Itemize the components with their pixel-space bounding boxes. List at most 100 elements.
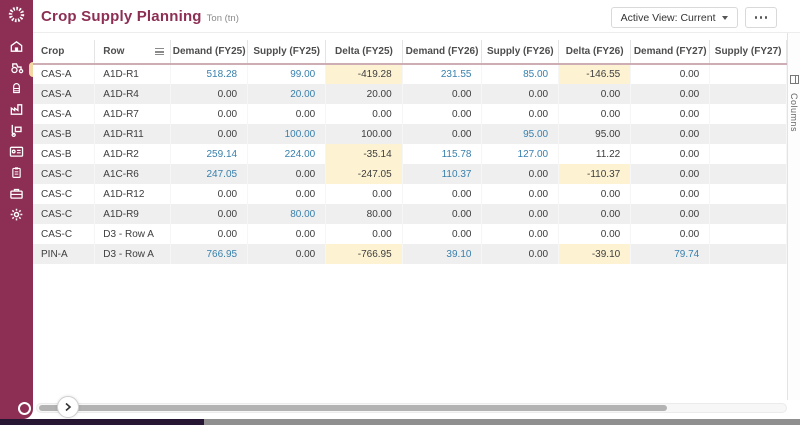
cell-s25[interactable]: 20.00 xyxy=(247,84,326,104)
cell-s25[interactable]: 0.00 xyxy=(247,164,326,184)
cell-s26[interactable]: 85.00 xyxy=(482,64,559,84)
cell-dl26[interactable]: 0.00 xyxy=(559,104,631,124)
cell-row[interactable]: A1D-R11 xyxy=(94,124,171,144)
cell-s25[interactable]: 0.00 xyxy=(248,224,326,244)
cell-d27[interactable]: 79.74 xyxy=(630,244,710,264)
cell-d26[interactable]: 0.00 xyxy=(402,84,482,104)
cell-s26[interactable]: 95.00 xyxy=(481,124,559,144)
cell-dl26[interactable]: 95.00 xyxy=(558,124,631,144)
cell-d27[interactable]: 0.00 xyxy=(630,84,710,104)
cell-row[interactable]: D3 - Row A xyxy=(95,224,171,244)
column-menu-icon[interactable] xyxy=(155,48,165,55)
cell-s27[interactable] xyxy=(710,224,787,244)
sidebar-item-tractor[interactable] xyxy=(0,59,33,80)
cell-s26[interactable]: 0.00 xyxy=(481,164,559,184)
cell-s25[interactable]: 100.00 xyxy=(247,124,326,144)
cell-s27[interactable] xyxy=(709,244,787,264)
cell-dl25[interactable]: -247.05 xyxy=(325,164,403,184)
cell-s25[interactable]: 80.00 xyxy=(247,204,326,224)
cell-crop[interactable]: CAS-C xyxy=(33,204,95,224)
cell-d26[interactable]: 0.00 xyxy=(402,184,482,204)
cell-s26[interactable]: 0.00 xyxy=(482,184,559,204)
cell-s27[interactable] xyxy=(710,104,787,124)
scrollbar-thumb[interactable] xyxy=(39,405,667,411)
active-view-button[interactable]: Active View: Current xyxy=(610,7,738,28)
cell-dl25[interactable]: 0.00 xyxy=(326,104,402,124)
cell-d26[interactable]: 110.37 xyxy=(402,164,482,184)
cell-dl25[interactable]: -766.95 xyxy=(325,244,403,264)
sidebar-item-silo[interactable] xyxy=(0,80,33,101)
cell-dl25[interactable]: -419.28 xyxy=(325,64,403,84)
column-header-row[interactable]: Row xyxy=(94,40,172,64)
cell-crop[interactable]: CAS-B xyxy=(33,124,95,144)
cell-d25[interactable]: 0.00 xyxy=(171,224,248,244)
cell-s27[interactable] xyxy=(710,144,787,164)
cell-d27[interactable]: 0.00 xyxy=(630,204,710,224)
cell-d25[interactable]: 0.00 xyxy=(170,124,248,144)
cell-d26[interactable]: 39.10 xyxy=(402,244,482,264)
sidebar-item-factory[interactable] xyxy=(0,101,33,122)
column-header-dl25[interactable]: Delta (FY25) xyxy=(325,40,403,64)
cell-row[interactable]: D3 - Row A xyxy=(94,244,171,264)
cell-dl26[interactable]: -39.10 xyxy=(558,244,631,264)
cell-s27[interactable] xyxy=(709,84,787,104)
cell-crop[interactable]: CAS-A xyxy=(33,104,95,124)
cell-s27[interactable] xyxy=(710,64,787,84)
cell-dl25[interactable]: 100.00 xyxy=(325,124,403,144)
sidebar-item-clipboard[interactable] xyxy=(0,164,33,185)
cell-d27[interactable]: 0.00 xyxy=(631,144,710,164)
cell-s27[interactable] xyxy=(710,184,787,204)
cell-d25[interactable]: 518.28 xyxy=(171,64,248,84)
cell-dl25[interactable]: -35.14 xyxy=(325,144,403,164)
cell-s26[interactable]: 0.00 xyxy=(481,204,559,224)
cell-d26[interactable]: 0.00 xyxy=(402,224,482,244)
cell-d27[interactable]: 0.00 xyxy=(630,164,710,184)
column-header-crop[interactable]: Crop xyxy=(33,40,96,64)
cell-d26[interactable]: 231.55 xyxy=(402,64,482,84)
cell-dl26[interactable]: -110.37 xyxy=(558,164,631,184)
cell-row[interactable]: A1D-R1 xyxy=(95,64,171,84)
cell-row[interactable]: A1D-R9 xyxy=(94,204,171,224)
cell-dl26[interactable]: 0.00 xyxy=(558,204,631,224)
cell-d25[interactable]: 766.95 xyxy=(170,244,248,264)
cell-dl25[interactable]: 0.00 xyxy=(326,224,402,244)
cell-s27[interactable] xyxy=(709,124,787,144)
cell-crop[interactable]: CAS-C xyxy=(33,164,95,184)
column-header-d25[interactable]: Demand (FY25) xyxy=(170,40,249,64)
sidebar-item-license-card[interactable] xyxy=(0,143,33,164)
column-header-dl26[interactable]: Delta (FY26) xyxy=(558,40,632,64)
cell-dl26[interactable]: 0.00 xyxy=(558,84,631,104)
cell-d26[interactable]: 0.00 xyxy=(402,124,482,144)
column-header-s25[interactable]: Supply (FY25) xyxy=(247,40,327,64)
cell-s25[interactable]: 0.00 xyxy=(248,104,326,124)
cell-dl26[interactable]: 0.00 xyxy=(559,184,631,204)
cell-s26[interactable]: 127.00 xyxy=(482,144,559,164)
cell-dl26[interactable]: -146.55 xyxy=(558,64,631,84)
cell-d27[interactable]: 0.00 xyxy=(631,64,710,84)
cell-d25[interactable]: 259.14 xyxy=(171,144,248,164)
cell-crop[interactable]: CAS-B xyxy=(33,144,95,164)
cell-crop[interactable]: CAS-C xyxy=(33,184,95,204)
cell-d25[interactable]: 247.05 xyxy=(170,164,248,184)
app-logo[interactable] xyxy=(0,0,33,33)
column-header-d27[interactable]: Demand (FY27) xyxy=(630,40,711,64)
sidebar-item-barn[interactable] xyxy=(0,38,33,59)
cell-d27[interactable]: 0.00 xyxy=(631,104,710,124)
cell-d25[interactable]: 0.00 xyxy=(170,84,248,104)
cell-s25[interactable]: 0.00 xyxy=(248,184,326,204)
cell-s25[interactable]: 99.00 xyxy=(248,64,326,84)
cell-dl25[interactable]: 20.00 xyxy=(325,84,403,104)
sidebar-item-settings[interactable] xyxy=(0,206,33,227)
cell-d27[interactable]: 0.00 xyxy=(630,124,710,144)
cell-s25[interactable]: 224.00 xyxy=(248,144,326,164)
cell-crop[interactable]: CAS-A xyxy=(33,64,95,84)
cell-d27[interactable]: 0.00 xyxy=(631,224,710,244)
sidebar-item-toolbox[interactable] xyxy=(0,185,33,206)
scrollbar-track[interactable] xyxy=(36,403,787,413)
cell-crop[interactable]: CAS-C xyxy=(33,224,95,244)
cell-d27[interactable]: 0.00 xyxy=(631,184,710,204)
cell-d26[interactable]: 115.78 xyxy=(402,144,482,164)
column-header-d26[interactable]: Demand (FY26) xyxy=(402,40,483,64)
cell-crop[interactable]: CAS-A xyxy=(33,84,95,104)
cell-s27[interactable] xyxy=(709,204,787,224)
